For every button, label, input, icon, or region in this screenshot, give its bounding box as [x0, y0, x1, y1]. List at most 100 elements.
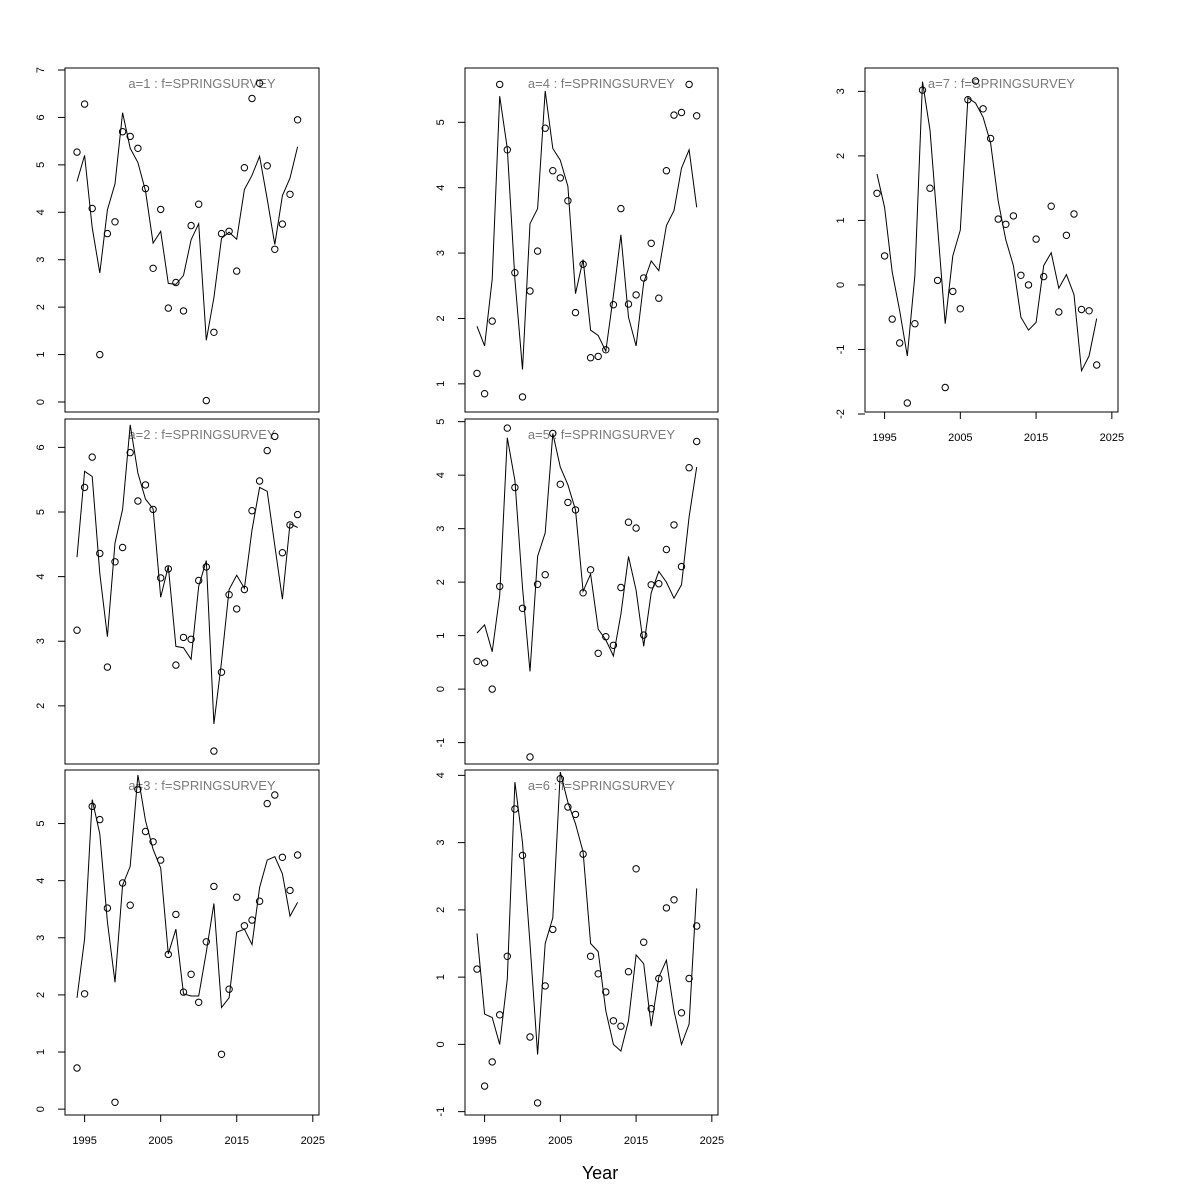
y-tick-label: 3	[35, 638, 47, 644]
observed-point	[677, 108, 686, 117]
observed-point	[632, 865, 640, 873]
observed-point	[533, 580, 542, 588]
plot-frame	[64, 67, 320, 413]
observed-point	[149, 264, 157, 272]
observed-point	[488, 317, 496, 325]
observed-point	[602, 988, 610, 996]
observed-point	[1024, 281, 1033, 289]
x-tick-label: 2015	[624, 1135, 648, 1147]
observed-point	[286, 886, 294, 895]
observed-point	[594, 352, 602, 361]
observed-point	[956, 305, 964, 313]
observed-point	[248, 94, 256, 103]
observed-point	[662, 904, 671, 912]
observed-point	[157, 574, 165, 582]
panel-2: a=2 : f=SPRINGSURVEY 2 3 4 5 6	[35, 418, 320, 765]
observed-point	[278, 220, 287, 228]
observed-point	[134, 144, 142, 153]
observed-point	[179, 988, 188, 996]
panel-title: a=3 : f=SPRINGSURVEY	[128, 778, 275, 793]
fitted-line	[476, 433, 698, 672]
observed-point	[217, 668, 226, 676]
observed-point	[685, 464, 693, 472]
panel-title: a=6 : f=SPRINGSURVEY	[528, 778, 675, 793]
y-tick-label: 1	[435, 381, 447, 387]
panel-1: a=1 : f=SPRINGSURVEY 0 1 2 3 4 5 6 7	[35, 67, 320, 413]
x-tick-label: 2015	[1024, 432, 1048, 444]
observed-point	[617, 204, 625, 213]
observed-point	[632, 524, 640, 532]
observed-point	[210, 328, 218, 336]
observed-point	[473, 965, 481, 973]
observed-point	[225, 227, 233, 236]
observed-point	[1009, 212, 1018, 220]
observed-point	[533, 247, 542, 255]
observed-point	[1085, 307, 1093, 315]
observed-point	[164, 304, 173, 312]
observed-point	[179, 307, 188, 315]
y-tick-label: 3	[35, 935, 47, 941]
observed-point	[496, 1011, 504, 1019]
y-tick-label: 2	[35, 992, 47, 998]
observed-point	[187, 635, 195, 643]
y-tick-label: 5	[435, 419, 447, 425]
observed-point	[903, 399, 911, 407]
observed-point	[103, 904, 112, 912]
observed-point	[541, 982, 549, 990]
figure-xlabel: Year	[582, 1163, 618, 1183]
observed-point	[488, 1058, 496, 1066]
observed-point	[271, 791, 279, 799]
y-tick-label: 3	[435, 250, 447, 256]
y-tick-label: 4	[35, 878, 47, 884]
observed-point	[149, 838, 157, 846]
y-tick-label: 4	[435, 185, 447, 191]
y-tick-label: -2	[835, 409, 847, 419]
observed-point	[195, 998, 203, 1006]
observed-point	[73, 1064, 81, 1072]
observed-point	[96, 549, 104, 558]
observed-point	[896, 339, 904, 347]
y-tick-label: 5	[35, 162, 47, 168]
observed-point	[624, 968, 633, 976]
observed-point	[662, 167, 671, 175]
panel-4: a=4 : f=SPRINGSURVEY 1 2 3 4 5	[435, 67, 719, 413]
observed-point	[118, 543, 127, 552]
observed-point	[586, 566, 595, 574]
observed-point	[693, 922, 701, 930]
observed-point	[670, 896, 678, 904]
observed-point	[488, 685, 496, 693]
observed-point	[202, 396, 211, 405]
observed-point	[979, 105, 987, 113]
observed-point	[526, 287, 534, 295]
observed-point	[233, 893, 241, 901]
observed-point	[518, 604, 527, 612]
y-tick-label: 4	[35, 209, 47, 215]
plot-frame	[464, 67, 719, 413]
observed-point	[473, 369, 481, 378]
observed-point	[564, 498, 572, 507]
y-tick-label: 4	[35, 574, 47, 580]
observed-point	[594, 649, 602, 657]
y-tick-label: 4	[435, 472, 447, 478]
y-tick-label: 1	[35, 1049, 47, 1055]
observed-point	[617, 583, 625, 592]
observed-point	[640, 631, 648, 639]
x-tick-label: 2015	[225, 1135, 249, 1147]
observed-point	[263, 162, 271, 170]
observed-point	[88, 204, 96, 213]
y-tick-label: -1	[435, 738, 447, 748]
observed-point	[1077, 305, 1086, 314]
observed-point	[556, 174, 564, 182]
observed-point	[73, 148, 81, 156]
observed-point	[1047, 202, 1055, 210]
observed-point	[685, 974, 693, 983]
observed-point	[248, 916, 256, 924]
observed-point	[255, 477, 264, 485]
observed-point	[941, 383, 949, 392]
observed-point	[217, 1050, 226, 1059]
observed-point	[111, 558, 119, 566]
y-tick-label: 2	[835, 153, 847, 159]
observed-point	[248, 507, 256, 515]
fitted-line	[76, 424, 298, 724]
plot-frame	[464, 418, 719, 765]
